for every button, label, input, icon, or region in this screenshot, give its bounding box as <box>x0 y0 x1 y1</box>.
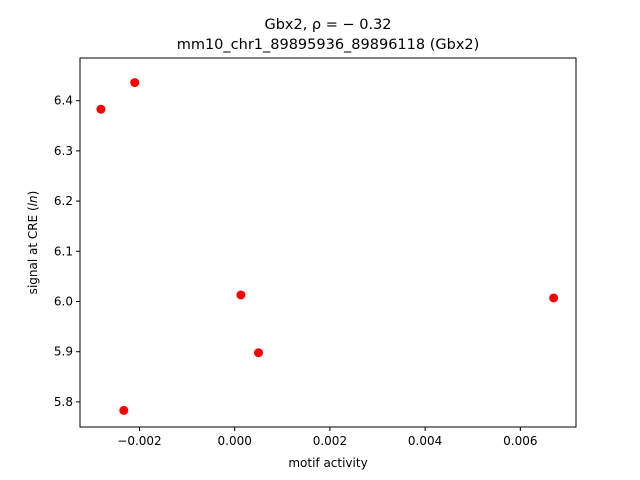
y-tick-label: 6.3 <box>54 144 73 158</box>
y-axis-label-main: signal at CRE ( <box>26 206 40 294</box>
x-tick-label: 0.006 <box>503 434 537 448</box>
x-axis-label: motif activity <box>288 456 367 470</box>
chart-subtitle: mm10_chr1_89895936_89896118 (Gbx2) <box>177 37 480 53</box>
scatter-point <box>96 104 106 114</box>
y-axis-label-unit: ln <box>26 195 40 206</box>
scatter-point <box>236 290 246 300</box>
y-axis-label: signal at CRE (ln) <box>26 191 40 295</box>
scatter-point <box>119 405 129 415</box>
y-axis-label-close: ) <box>26 191 40 196</box>
x-tick-label: 0.000 <box>218 434 252 448</box>
x-axis-ticks: −0.002 0.000 0.002 0.004 0.006 <box>117 427 537 448</box>
scatter-point <box>549 293 559 303</box>
y-tick-label: 6.4 <box>54 94 73 108</box>
x-tick-label: 0.002 <box>313 434 347 448</box>
scatter-point <box>130 78 140 88</box>
y-tick-label: 6.0 <box>54 294 73 308</box>
data-points <box>96 78 559 415</box>
y-tick-label: 5.8 <box>54 395 73 409</box>
y-tick-label: 6.2 <box>54 194 73 208</box>
y-tick-label: 5.9 <box>54 345 73 359</box>
plot-frame <box>79 57 577 428</box>
x-tick-label: 0.004 <box>408 434 442 448</box>
chart-title: Gbx2, ρ = − 0.32 <box>264 17 391 33</box>
scatter-point <box>254 348 264 358</box>
y-axis-ticks: 5.8 5.9 6.0 6.1 6.2 6.3 6.4 <box>54 94 80 409</box>
y-tick-label: 6.1 <box>54 244 73 258</box>
x-tick-label: −0.002 <box>117 434 161 448</box>
